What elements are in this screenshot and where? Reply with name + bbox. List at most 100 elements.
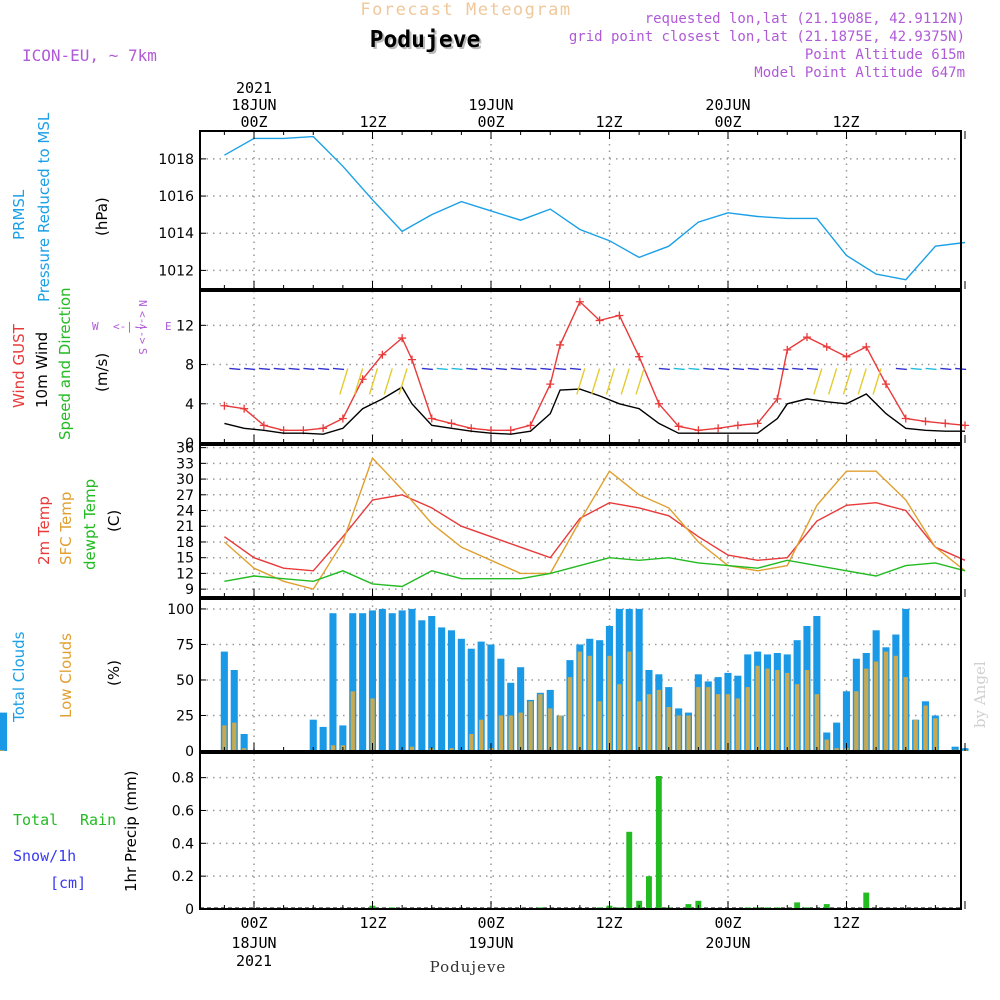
wind-arrow — [747, 367, 759, 371]
cloud-bar — [230, 670, 238, 751]
wind-arrow — [332, 367, 345, 371]
gust-marker — [822, 342, 831, 351]
top-tick-label: 12Z — [832, 113, 859, 131]
gust-marker — [714, 424, 723, 433]
cloud-bar — [528, 701, 533, 751]
y-tick-label: 0.2 — [172, 869, 194, 885]
cloud-bar — [240, 734, 248, 751]
cloud-bar — [617, 684, 622, 751]
p5-label-total: Total — [13, 811, 58, 829]
wind-arrow — [339, 368, 349, 395]
y-tick-label: 15 — [176, 551, 194, 567]
series-line — [224, 556, 966, 588]
cloud-bar — [0, 712, 8, 751]
cloud-bar — [706, 687, 711, 751]
cloud-bar — [457, 638, 465, 751]
wind-arrow — [925, 367, 937, 371]
cloud-bar — [479, 719, 484, 751]
bottom-tick-label: 12Z — [595, 914, 622, 932]
wind-arrow — [895, 367, 907, 371]
wind-arrow — [827, 368, 838, 395]
wind-arrow — [813, 368, 823, 395]
cloud-bar — [418, 620, 426, 751]
y-tick-label: 33 — [176, 456, 194, 472]
wind-arrow — [353, 368, 364, 395]
cloud-bar — [477, 641, 485, 751]
panel-precip: 0 0.2 0.4 0.6 0.8 — [172, 752, 966, 918]
bottom-tick-label: 12Z — [832, 914, 859, 932]
cloud-bar — [597, 701, 602, 751]
y-tick-label: 1018 — [158, 152, 194, 168]
cloud-bar — [785, 672, 790, 751]
wind-arrow — [555, 367, 567, 371]
gust-marker — [842, 352, 851, 361]
gust-marker — [506, 426, 515, 435]
y-tick-label: 36 — [176, 441, 194, 457]
top-hour-labels: 00Z 12Z 00Z 12Z 00Z 12Z — [240, 113, 859, 131]
cloud-bar — [795, 684, 800, 751]
bottom-tick-label: 00Z — [240, 914, 267, 932]
cloud-bar — [330, 745, 336, 751]
gust-marker — [783, 345, 792, 354]
gust-marker — [526, 421, 535, 430]
wind-arrow — [303, 367, 315, 371]
precip-bar — [695, 900, 702, 909]
gust-marker — [882, 380, 890, 389]
gust-marker — [921, 417, 930, 426]
cloud-bar — [615, 608, 623, 751]
wind-arrow — [383, 368, 393, 395]
top-tick-label: 12Z — [359, 113, 386, 131]
y-tick-label: 0 — [185, 436, 194, 452]
precip-bar — [655, 776, 662, 909]
cloud-bar — [637, 701, 642, 751]
bottom-year: 2021 — [236, 952, 272, 970]
cloud-bar — [725, 694, 731, 751]
cloud-bar — [686, 715, 691, 751]
top-day-labels: 18JUN 19JUN 20JUN — [231, 96, 750, 114]
p5-label-rain: Rain — [80, 811, 116, 829]
cloud-bar — [232, 722, 237, 751]
p1-unit: (hPa) — [93, 197, 111, 236]
series-line — [223, 494, 966, 572]
y-tick-label: 30 — [176, 472, 194, 488]
y-tick-label: 8 — [185, 358, 194, 374]
gust-marker — [753, 419, 762, 428]
wind-arrow — [910, 367, 922, 371]
wind-arrow — [857, 368, 867, 395]
gust-marker — [961, 421, 969, 430]
y-tick-label: 4 — [185, 397, 194, 413]
cloud-bar — [428, 616, 436, 751]
cloud-bar — [222, 725, 227, 751]
y-tick-label: 24 — [176, 504, 194, 520]
cloud-bar — [508, 715, 513, 751]
top-day-label: 20JUN — [705, 96, 750, 114]
cloud-bar — [548, 708, 553, 751]
bottom-day-label: 18JUN — [231, 934, 276, 952]
cloud-bar — [813, 616, 821, 751]
panel-frame — [199, 290, 962, 444]
cloud-bar — [438, 627, 446, 751]
gust-marker — [338, 414, 347, 423]
compass-east: E — [165, 320, 172, 333]
cloud-bar — [567, 677, 573, 751]
y-tick-label: 0 — [185, 744, 194, 760]
cloud-bar — [350, 691, 355, 751]
panel-frame — [199, 598, 962, 752]
watermark: by Angel — [971, 661, 989, 728]
top-tick-label: 00Z — [714, 113, 741, 131]
wind-arrow — [718, 367, 730, 371]
wind-arrow — [451, 367, 463, 371]
wind-arrow — [569, 367, 582, 371]
model-name: ICON-EU, ~ 7km — [22, 46, 157, 65]
cloud-bar — [349, 613, 357, 751]
y-tick-label: 12 — [176, 566, 194, 582]
cloud-bar — [398, 610, 406, 751]
top-tick-label: 00Z — [477, 113, 504, 131]
wind-arrow — [777, 367, 789, 371]
cloud-bar — [309, 719, 317, 751]
wind-arrow — [842, 368, 853, 395]
precip-bar — [646, 876, 652, 909]
bottom-tick-label: 12Z — [359, 914, 386, 932]
wind-arrow — [436, 367, 448, 371]
